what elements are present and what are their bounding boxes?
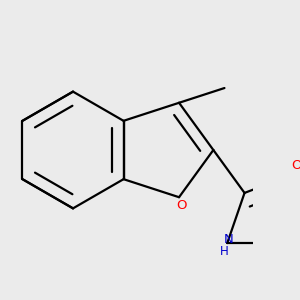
Text: H: H xyxy=(220,244,229,257)
Text: O: O xyxy=(176,199,187,212)
Text: O: O xyxy=(292,159,300,172)
Text: N: N xyxy=(224,233,233,246)
